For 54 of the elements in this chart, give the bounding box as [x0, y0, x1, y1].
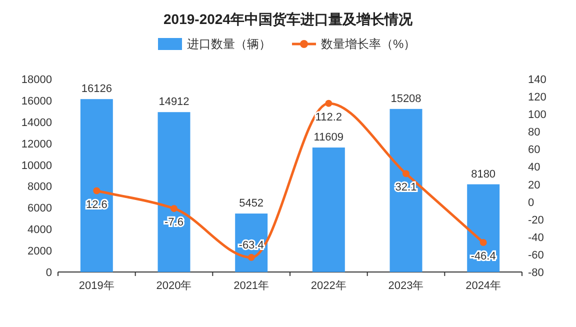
- data-label: 11609: [314, 132, 344, 144]
- bar: [312, 148, 345, 272]
- data-label: 15208: [390, 92, 422, 105]
- y2-tick-label: 80: [528, 126, 540, 139]
- y-tick-label: 16000: [21, 95, 52, 108]
- x-tick-label: 2023年: [388, 280, 424, 292]
- bar: [158, 112, 190, 272]
- y2-tick-label: -60: [528, 249, 544, 262]
- data-label: 5452: [239, 198, 264, 210]
- x-tick-label: 2022年: [310, 280, 346, 292]
- y-tick-label: 10000: [21, 160, 52, 172]
- data-label: 112.2: [315, 111, 342, 124]
- data-label: -63.4: [238, 239, 264, 252]
- y-tick-label: 8000: [28, 181, 52, 194]
- data-label: 12.6: [86, 198, 108, 211]
- data-label: 8180: [471, 168, 496, 180]
- legend-label: 进口数量（辆）: [187, 37, 271, 51]
- data-label: -7.6: [164, 216, 184, 228]
- y-tick-label: 2000: [28, 246, 52, 258]
- bar: [390, 108, 422, 272]
- data-label: 14912: [158, 96, 190, 108]
- chart-title: 2019-2024年中国货车进口量及增长情况: [164, 11, 414, 27]
- bar: [80, 99, 113, 272]
- y-tick-label: 0: [46, 267, 52, 279]
- y2-tick-label: 60: [528, 144, 540, 156]
- y2-tick-label: 100: [528, 109, 546, 122]
- y2-tick-label: -20: [528, 214, 544, 226]
- x-tick-label: 2019年: [78, 280, 114, 292]
- x-tick-label: 2021年: [234, 280, 270, 292]
- x-tick-label: 2024年: [466, 280, 502, 292]
- y2-tick-label: -80: [528, 267, 544, 279]
- legend-label: 数量增长率（%）: [321, 37, 416, 51]
- y2-tick-label: 20: [528, 179, 540, 192]
- y2-tick-label: 40: [528, 162, 540, 174]
- point: [170, 204, 178, 212]
- bar: [467, 184, 500, 272]
- y-tick-label: 4000: [28, 224, 52, 236]
- y2-tick-label: 120: [528, 92, 546, 104]
- y-tick-label: 18000: [21, 74, 52, 86]
- x-tick-label: 2020年: [156, 280, 192, 292]
- data-label: 16126: [81, 83, 112, 96]
- y2-tick-label: 0: [528, 196, 534, 209]
- data-label: -46.4: [470, 250, 496, 263]
- point: [248, 254, 255, 261]
- y-tick-label: 12000: [21, 138, 52, 150]
- y2-tick-label: 140: [528, 74, 546, 86]
- point: [480, 239, 487, 246]
- data-label: 32.1: [395, 182, 417, 194]
- point: [402, 170, 410, 178]
- point: [325, 100, 332, 107]
- y-tick-label: 14000: [21, 116, 52, 129]
- point: [93, 187, 100, 194]
- y2-tick-label: -40: [528, 232, 544, 244]
- y-tick-label: 6000: [28, 202, 52, 215]
